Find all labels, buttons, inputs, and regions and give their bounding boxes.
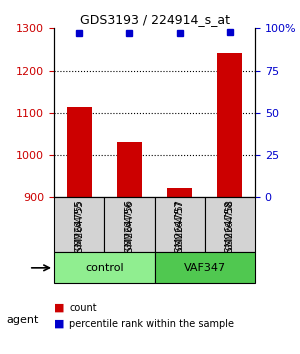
FancyBboxPatch shape [154,197,205,252]
FancyBboxPatch shape [154,252,255,283]
FancyBboxPatch shape [205,197,255,252]
Text: agent: agent [6,315,38,325]
FancyBboxPatch shape [104,197,154,252]
Bar [67,107,92,197]
Text: GSM264758: GSM264758 [225,200,235,259]
Text: ■: ■ [54,319,64,329]
Bar [217,53,242,197]
Text: count: count [69,303,97,313]
Text: GSM264756: GSM264756 [125,199,134,250]
FancyBboxPatch shape [54,197,104,252]
Text: GSM264756: GSM264756 [124,200,134,259]
Text: ■: ■ [54,303,64,313]
Bar [167,188,192,197]
Text: control: control [85,263,124,273]
Text: percentile rank within the sample: percentile rank within the sample [69,319,234,329]
Text: GSM264757: GSM264757 [175,200,184,259]
Text: GSM264758: GSM264758 [225,199,234,250]
FancyBboxPatch shape [54,252,154,283]
Text: GSM264755: GSM264755 [74,200,84,259]
Text: GSM264755: GSM264755 [75,199,84,250]
Bar [117,142,142,197]
Text: GSM264757: GSM264757 [175,199,184,250]
Text: VAF347: VAF347 [184,263,226,273]
Title: GDS3193 / 224914_s_at: GDS3193 / 224914_s_at [80,13,230,26]
